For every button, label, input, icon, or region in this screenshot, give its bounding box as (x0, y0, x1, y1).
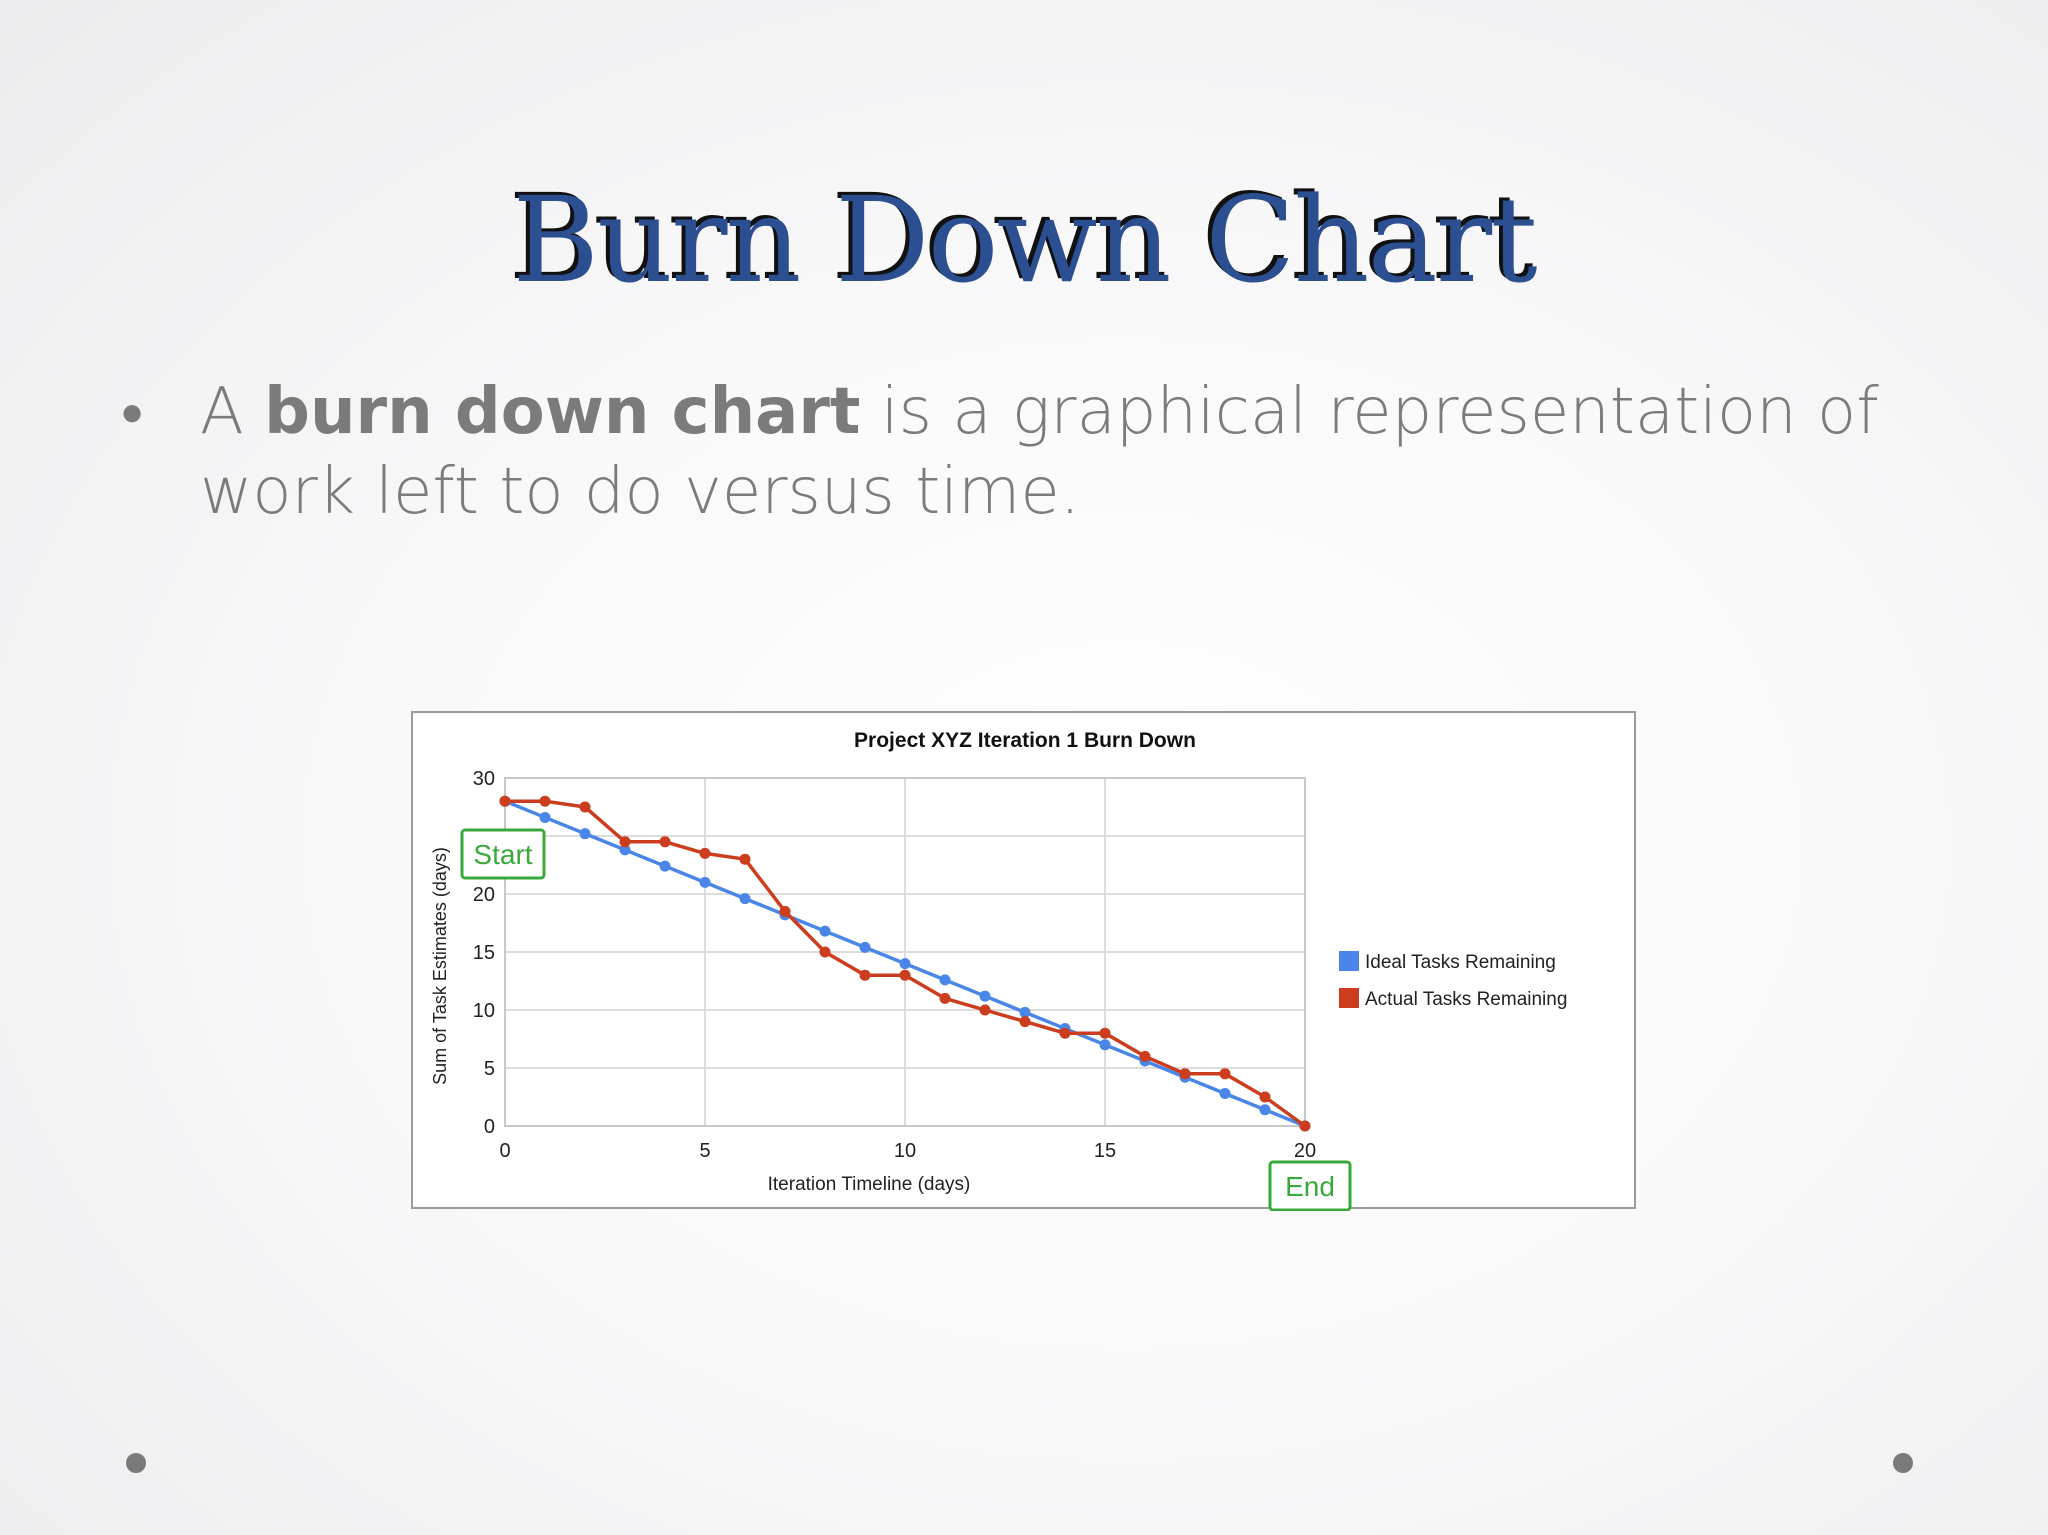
x-tick-label: 10 (894, 1140, 916, 1162)
bullet-item: ● A burn down chart is a graphical repre… (120, 372, 1880, 532)
bullet-bold-term: burn down chart (264, 375, 861, 449)
data-point-ideal (939, 974, 951, 986)
data-point-actual (619, 836, 631, 848)
data-point-actual (1139, 1050, 1151, 1062)
chart-legend: Ideal Tasks Remaining Actual Tasks Remain… (1339, 951, 1567, 1010)
data-point-actual (499, 795, 511, 807)
y-tick-label: 0 (484, 1116, 495, 1138)
x-tick-label: 0 (499, 1140, 510, 1162)
chart-axes: 0 5 10 15 20 30 0 5 10 15 20 (473, 768, 1316, 1162)
data-point-actual (1219, 1068, 1231, 1080)
data-point-actual (659, 836, 671, 848)
y-tick-label: 10 (473, 1000, 495, 1022)
data-point-actual (779, 905, 791, 917)
data-point-ideal (1099, 1039, 1111, 1051)
y-tick-label: 30 (473, 768, 495, 790)
annotation-box (460, 828, 546, 880)
slide-title: Burn Down Chart (512, 171, 1537, 309)
y-axis-label: Sum of Task Estimates (days) (430, 847, 450, 1085)
annotation-box (1268, 1160, 1352, 1211)
legend-label: Ideal Tasks Remaining (1365, 952, 1556, 973)
bullet-text: A burn down chart is a graphical represe… (200, 372, 1880, 532)
legend-swatch (1339, 988, 1359, 1008)
data-point-ideal (579, 828, 591, 840)
data-point-actual (739, 853, 751, 865)
data-point-ideal (1219, 1088, 1231, 1100)
plot-border (504, 777, 1306, 1127)
data-point-actual (1259, 1091, 1271, 1103)
data-point-actual (1099, 1027, 1111, 1039)
data-point-actual (939, 992, 951, 1004)
data-point-actual (539, 795, 551, 807)
x-tick-label: 5 (699, 1140, 710, 1162)
data-point-actual (1019, 1016, 1031, 1028)
y-tick-label: 15 (473, 942, 495, 964)
chart-gridlines (504, 777, 1306, 1127)
chart-title: Project XYZ Iteration 1 Burn Down (854, 729, 1196, 752)
data-point-ideal (699, 876, 711, 888)
data-point-ideal (739, 893, 751, 905)
data-point-ideal (619, 844, 631, 856)
data-point-ideal (1019, 1006, 1031, 1018)
data-point-ideal (859, 941, 871, 953)
data-point-ideal (539, 811, 551, 823)
legend-swatch (1339, 951, 1359, 971)
data-point-ideal (819, 925, 831, 937)
data-point-actual (899, 969, 911, 981)
chart-annotations: Start End (460, 828, 1352, 1211)
bullet-dot-icon: ● (120, 389, 145, 435)
data-point-ideal (659, 860, 671, 872)
x-axis-label: Iteration Timeline (days) (768, 1174, 971, 1195)
slide-corner-dot-left (126, 1453, 146, 1473)
data-point-actual (699, 847, 711, 859)
y-tick-label: 20 (473, 884, 495, 906)
chart-image: Project XYZ Iteration 1 Burn Down 0 5 10 15… (411, 711, 1636, 1211)
data-point-actual (1179, 1068, 1191, 1080)
data-point-actual (859, 969, 871, 981)
chart-series (499, 795, 1311, 1132)
data-point-actual (1299, 1120, 1311, 1132)
slide-corner-dot-right (1893, 1453, 1913, 1473)
data-point-actual (1059, 1027, 1071, 1039)
bullet-prefix: A (200, 375, 265, 449)
data-point-ideal (979, 990, 991, 1002)
data-point-ideal (1259, 1104, 1271, 1116)
data-point-ideal (899, 958, 911, 970)
data-point-actual (819, 946, 831, 958)
x-tick-label: 15 (1094, 1140, 1116, 1162)
annotation-label: Start (473, 839, 532, 870)
bullet-suffix: is a graphical representation of work le… (200, 375, 1879, 529)
y-tick-label: 5 (484, 1058, 495, 1080)
x-tick-label: 20 (1294, 1140, 1316, 1162)
legend-label: Actual Tasks Remaining (1365, 989, 1567, 1010)
burn-down-chart: Project XYZ Iteration 1 Burn Down 0 5 10 15… (430, 729, 1567, 1211)
data-point-actual (979, 1004, 991, 1016)
annotation-label: End (1285, 1171, 1335, 1202)
data-point-actual (579, 801, 591, 813)
